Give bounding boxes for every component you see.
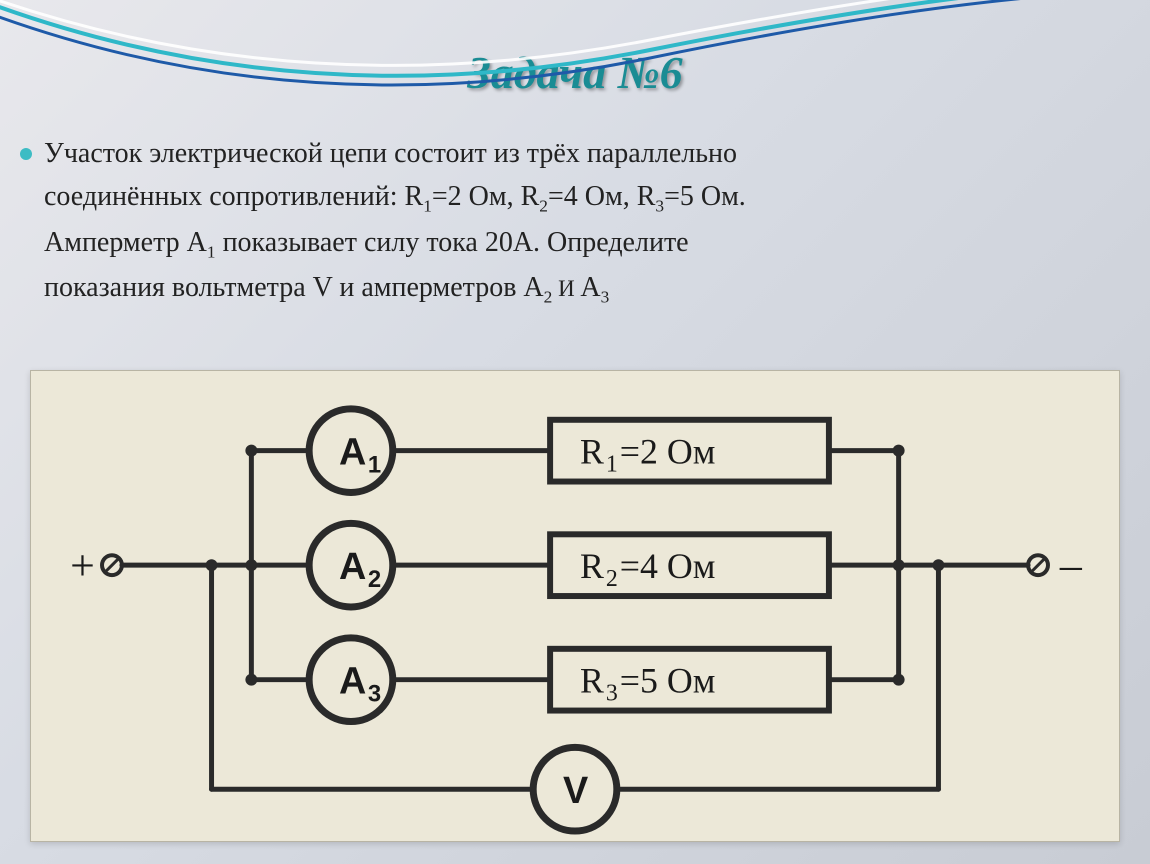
r1-val: =2 Ом, R [432,181,539,212]
text-line4a: показания вольтметра V и амперметров А [44,272,544,303]
resistor-R2: R2=4 Ом [550,534,829,596]
r2-val: =4 Ом, R [548,181,655,212]
problem-title: Задача №6 [0,0,1150,99]
text-line3a: Амперметр А [44,227,207,258]
r3-sub: 3 [655,197,664,216]
problem-text: Участок электрической цепи состоит из тр… [44,132,1120,312]
svg-text:2: 2 [606,566,618,592]
svg-text:А: А [339,432,366,474]
svg-text:R: R [580,661,604,701]
svg-text:А: А [339,546,366,588]
r1-sub: 1 [423,197,432,216]
text-line2a: соединённых сопротивлений: R [44,181,423,212]
ammeter-A1: А1 [309,409,393,493]
svg-text:А: А [339,661,366,703]
a3-sub: 3 [601,288,610,307]
ammeter-A3: А3 [309,638,393,722]
svg-text:V: V [563,770,588,812]
text-line4b: А [580,272,600,303]
svg-text:1: 1 [606,452,618,478]
text-line3b: показывает силу тока 20А. Определите [216,227,689,258]
svg-text:R: R [580,546,604,586]
r2-sub: 2 [539,197,548,216]
voltmeter-V: V [533,747,617,831]
svg-text:3: 3 [368,681,381,708]
and-word: И [552,276,580,301]
resistor-R1: R1=2 Ом [550,420,829,482]
r3-val: =5 Ом. [664,181,746,212]
svg-text:2: 2 [368,566,381,593]
ammeter-A2: А2 [309,523,393,607]
svg-text:=5 Ом: =5 Ом [620,661,716,701]
svg-text:3: 3 [606,681,618,707]
svg-text:=4 Ом: =4 Ом [620,546,716,586]
bullet-icon [20,148,32,160]
resistor-R3: R3=5 Ом [550,649,829,711]
a1-sub: 1 [207,242,216,261]
svg-text:R: R [580,432,604,472]
svg-text:1: 1 [368,452,381,479]
text-line1: Участок электрической цепи состоит из тр… [44,138,737,169]
svg-text:=2 Ом: =2 Ом [620,432,716,472]
terminal-minus: – [1059,541,1083,589]
circuit-diagram: А1R1=2 ОмА2R2=4 ОмА3R3=5 ОмV+– [30,370,1120,842]
terminal-plus: + [70,542,95,590]
